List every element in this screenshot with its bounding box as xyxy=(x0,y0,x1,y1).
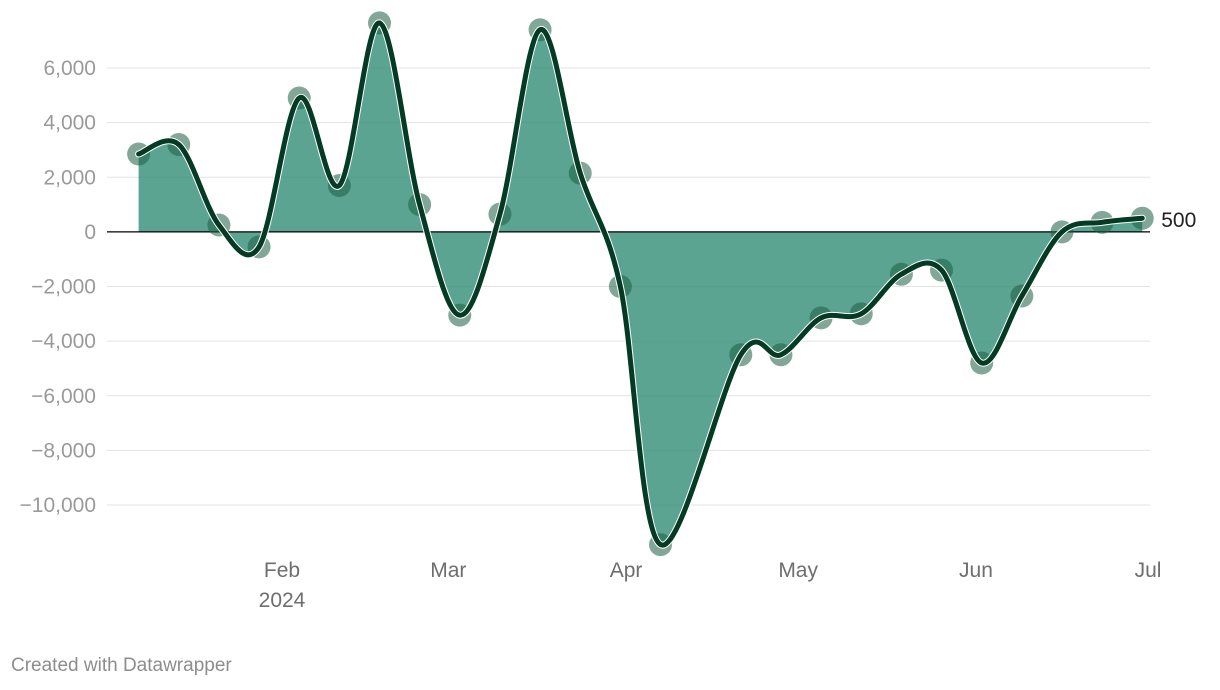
x-tick-label: Jun xyxy=(959,559,993,582)
x-tick-label: Apr xyxy=(610,559,643,582)
area-fill xyxy=(138,22,1143,546)
x-tick-label: Jul xyxy=(1135,559,1162,582)
y-tick-label: −6,000 xyxy=(31,385,96,408)
label-layer: 6,000 4,000 2,000 0 −2,000 −4,000 −6,000 −8,000… xyxy=(20,57,1197,612)
y-tick-label: 0 xyxy=(84,221,96,244)
x-tick-label: May xyxy=(778,559,818,582)
y-tick-label: 4,000 xyxy=(43,112,96,135)
x-tick-label: Mar xyxy=(430,559,466,582)
y-tick-label: 2,000 xyxy=(43,166,96,189)
y-tick-label: −8,000 xyxy=(31,439,96,462)
x-tick-label: Feb xyxy=(264,559,300,582)
series-line xyxy=(136,20,1145,548)
y-tick-label: −10,000 xyxy=(20,494,97,517)
end-value-label: 500 xyxy=(1161,209,1196,232)
x-tick-sublabel: 2024 xyxy=(259,589,306,612)
y-tick-label: −4,000 xyxy=(31,330,96,353)
y-tick-label: 6,000 xyxy=(43,57,96,80)
area-layer xyxy=(138,22,1143,546)
y-tick-label: −2,000 xyxy=(31,276,96,299)
line-layer xyxy=(135,19,1146,549)
footer-credit: Created with Datawrapper xyxy=(11,655,232,676)
